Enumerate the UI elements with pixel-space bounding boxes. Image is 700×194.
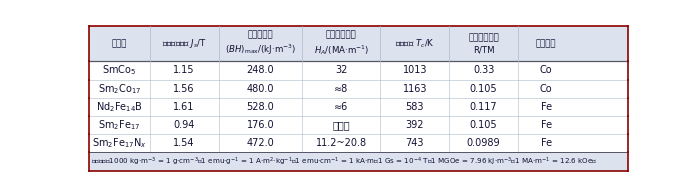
Text: 0.105: 0.105 [470, 84, 498, 94]
Text: 磁晶各向异性
$H_A$/(MA·m$^{-1}$): 磁晶各向异性 $H_A$/(MA·m$^{-1}$) [314, 30, 369, 57]
Bar [89, 98, 629, 116]
Text: 居里温度 $T_c$/K: 居里温度 $T_c$/K [395, 38, 435, 50]
Text: 32: 32 [335, 66, 347, 75]
Text: 化合物: 化合物 [111, 39, 127, 48]
Text: 480.0: 480.0 [246, 84, 274, 94]
Text: 0.33: 0.33 [473, 66, 494, 75]
Text: 583: 583 [405, 102, 424, 112]
Text: 饱和磁化强度 $J_s$/T: 饱和磁化强度 $J_s$/T [162, 37, 206, 50]
Text: Fe: Fe [540, 120, 552, 130]
Bar [89, 134, 629, 152]
Text: 1.15: 1.15 [174, 66, 195, 75]
Text: ≈6: ≈6 [334, 102, 349, 112]
Text: 1163: 1163 [402, 84, 427, 94]
Text: 最大磁能积
$(BH)_{\mathrm{max}}$/(kJ·m$^{-3}$): 最大磁能积 $(BH)_{\mathrm{max}}$/(kJ·m$^{-3}$… [225, 30, 296, 57]
Text: 0.117: 0.117 [470, 102, 498, 112]
Text: 743: 743 [405, 138, 424, 148]
Bar [89, 152, 629, 171]
Text: 0.105: 0.105 [470, 120, 498, 130]
Bar [89, 61, 629, 80]
Text: ≈8: ≈8 [334, 84, 349, 94]
Text: 472.0: 472.0 [246, 138, 274, 148]
Text: 单位换算：1000 kg·m$^{-3}$ = 1 g·cm$^{-3}$；1 emu·g$^{-1}$ = 1 A·m$^2$·kg$^{-1}$；1 emu: 单位换算：1000 kg·m$^{-3}$ = 1 g·cm$^{-3}$；1 … [91, 156, 598, 168]
Text: Nd$_2$Fe$_{14}$B: Nd$_2$Fe$_{14}$B [96, 100, 143, 114]
Text: 1013: 1013 [402, 66, 427, 75]
Text: 392: 392 [405, 120, 424, 130]
Text: 0.94: 0.94 [174, 120, 195, 130]
Text: SmCo$_5$: SmCo$_5$ [102, 64, 136, 77]
Text: 528.0: 528.0 [246, 102, 274, 112]
Text: 1.61: 1.61 [174, 102, 195, 112]
Bar [89, 26, 629, 61]
Text: 248.0: 248.0 [246, 66, 274, 75]
Text: Sm$_2$Fe$_{17}$N$_x$: Sm$_2$Fe$_{17}$N$_x$ [92, 137, 146, 150]
Text: 基体金属: 基体金属 [536, 39, 557, 48]
Bar [89, 80, 629, 98]
Text: 稀土原子含量
R/TM: 稀土原子含量 R/TM [468, 34, 499, 54]
Text: Fe: Fe [540, 102, 552, 112]
Text: 1.56: 1.56 [174, 84, 195, 94]
Bar [89, 116, 629, 134]
Text: Co: Co [540, 66, 552, 75]
Text: 易基面: 易基面 [332, 120, 350, 130]
Text: Fe: Fe [540, 138, 552, 148]
Text: 176.0: 176.0 [246, 120, 274, 130]
Text: Sm$_2$Co$_{17}$: Sm$_2$Co$_{17}$ [97, 82, 141, 96]
Text: 11.2~20.8: 11.2~20.8 [316, 138, 367, 148]
Text: 1.54: 1.54 [174, 138, 195, 148]
Text: 0.0989: 0.0989 [467, 138, 500, 148]
Text: Sm$_2$Fe$_{17}$: Sm$_2$Fe$_{17}$ [98, 118, 141, 132]
Text: Co: Co [540, 84, 552, 94]
